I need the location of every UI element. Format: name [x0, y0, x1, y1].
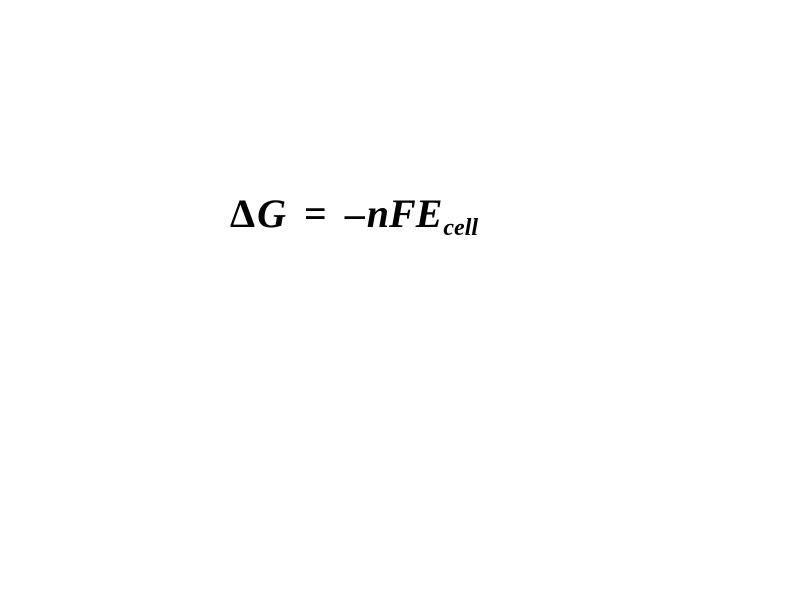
delta-symbol: Δ — [230, 190, 255, 237]
variable-G: G — [257, 190, 286, 237]
variable-F: F — [389, 190, 416, 237]
subscript-cell: cell — [443, 215, 478, 242]
equation-container: Δ G = – n F E cell — [230, 190, 478, 237]
equals-sign: = — [304, 190, 327, 237]
minus-sign: – — [345, 190, 365, 237]
variable-E: E — [416, 190, 443, 237]
variable-n: n — [367, 190, 389, 237]
